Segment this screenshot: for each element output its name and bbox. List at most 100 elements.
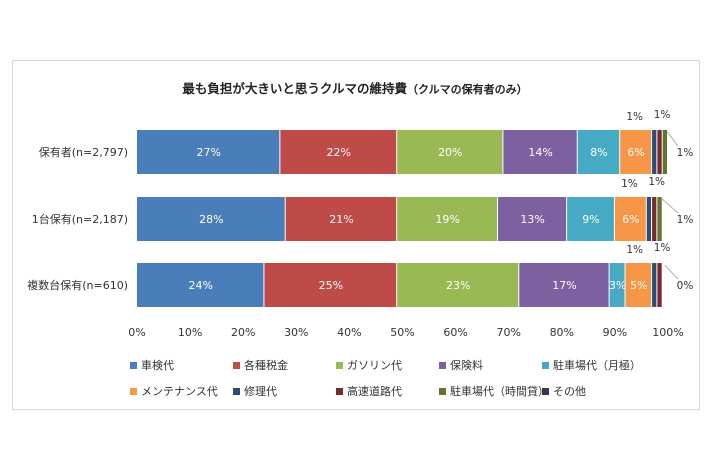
x-tick-label: 10%	[178, 326, 202, 339]
legend-swatch	[542, 387, 549, 395]
legend-label: 駐車場代（月極）	[553, 359, 641, 372]
legend-label: 高速道路代	[347, 385, 402, 398]
data-label: 13%	[520, 213, 544, 226]
data-label: 6%	[627, 146, 644, 159]
data-label: 1%	[654, 242, 671, 254]
data-label: 3%	[609, 279, 626, 292]
leader-line	[667, 131, 679, 147]
bar-segment	[652, 197, 657, 241]
bar-segment	[609, 263, 625, 307]
x-tick-label: 70%	[496, 326, 520, 339]
legend-swatch	[336, 361, 343, 369]
data-label: 0%	[677, 280, 694, 292]
bar-segment	[137, 197, 285, 241]
bar-segment	[397, 130, 503, 174]
data-label: 25%	[319, 279, 343, 292]
legend-item: 駐車場代（月極）	[542, 357, 641, 373]
bar-segment	[657, 197, 662, 241]
bar-segment	[397, 263, 519, 307]
legend-swatch	[439, 387, 446, 395]
data-label: 1%	[677, 214, 694, 226]
legend-label: メンテナンス代	[141, 385, 218, 398]
legend-item: メンテナンス代	[130, 383, 218, 399]
data-label: 1%	[621, 178, 638, 190]
title-sub: （クルマの保有者のみ）	[406, 83, 528, 96]
legend-item: 保険料	[439, 357, 483, 373]
bar-segment	[567, 197, 614, 241]
bar-segment	[652, 130, 657, 174]
x-tick-label: 50%	[390, 326, 414, 339]
bar-segment	[137, 130, 280, 174]
legend-label: 駐車場代（時間貸）	[450, 385, 549, 398]
legend-swatch	[233, 387, 240, 395]
data-label: 17%	[552, 279, 576, 292]
data-label: 22%	[327, 146, 351, 159]
bar-segment	[577, 130, 620, 174]
legend-item: ガソリン代	[336, 357, 402, 373]
data-label: 19%	[435, 213, 459, 226]
bar-segment	[285, 197, 397, 241]
data-label: 1%	[626, 111, 643, 123]
data-label: 27%	[196, 146, 220, 159]
legend-label: 車検代	[141, 359, 174, 372]
x-tick-label: 100%	[652, 326, 683, 339]
data-label: 1%	[677, 147, 694, 159]
data-label: 21%	[329, 213, 353, 226]
legend-item: その他	[542, 383, 586, 399]
legend-swatch	[233, 361, 240, 369]
legend-label: ガソリン代	[347, 359, 402, 372]
data-label: 20%	[438, 146, 462, 159]
data-label: 9%	[582, 213, 599, 226]
category-label: 複数台保有(n=610)	[27, 278, 128, 292]
leader-line	[661, 198, 679, 214]
legend-swatch	[336, 387, 343, 395]
legend-label: 各種税金	[244, 359, 288, 372]
data-label: 24%	[188, 279, 212, 292]
category-label: 保有者(n=2,797)	[39, 145, 128, 159]
legend-swatch	[130, 361, 137, 369]
bar-segment	[652, 263, 657, 307]
bar-segment	[657, 130, 662, 174]
bar-segment	[657, 263, 662, 307]
bar-segment	[646, 197, 652, 241]
data-label: 23%	[446, 279, 470, 292]
bar-segment	[137, 263, 264, 307]
x-tick-label: 80%	[550, 326, 574, 339]
bar-segment	[503, 130, 577, 174]
legend-item: 高速道路代	[336, 383, 402, 399]
legend-swatch	[130, 387, 137, 395]
bar-segment	[280, 130, 397, 174]
leader-line	[664, 264, 679, 280]
bar-segment	[662, 130, 667, 174]
bar-segment	[519, 263, 609, 307]
chart-title: 最も負担が大きいと思うクルマの維持費（クルマの保有者のみ）	[0, 78, 710, 97]
data-label: 1%	[648, 176, 665, 188]
legend-label: 保険料	[450, 359, 483, 372]
bar-segment	[614, 197, 646, 241]
legend-item: 各種税金	[233, 357, 288, 373]
legend-item: 駐車場代（時間貸）	[439, 383, 549, 399]
legend-label: 修理代	[244, 385, 277, 398]
category-label: 1台保有(n=2,187)	[32, 212, 128, 226]
bar-segment	[397, 197, 498, 241]
bar-segment	[625, 263, 652, 307]
bar-segment	[498, 197, 567, 241]
data-label: 28%	[199, 213, 223, 226]
legend-item: 修理代	[233, 383, 277, 399]
x-tick-label: 20%	[231, 326, 255, 339]
data-label: 5%	[630, 279, 647, 292]
data-label: 1%	[654, 109, 671, 121]
data-label: 6%	[622, 213, 639, 226]
legend-label: その他	[553, 385, 586, 398]
chart-frame	[12, 60, 700, 410]
x-tick-label: 40%	[337, 326, 361, 339]
bar-segment	[264, 263, 397, 307]
data-label: 1%	[626, 244, 643, 256]
legend-item: 車検代	[130, 357, 174, 373]
legend-swatch	[439, 361, 446, 369]
x-tick-label: 0%	[128, 326, 145, 339]
legend-swatch	[542, 361, 549, 369]
x-tick-label: 90%	[603, 326, 627, 339]
x-tick-label: 30%	[284, 326, 308, 339]
